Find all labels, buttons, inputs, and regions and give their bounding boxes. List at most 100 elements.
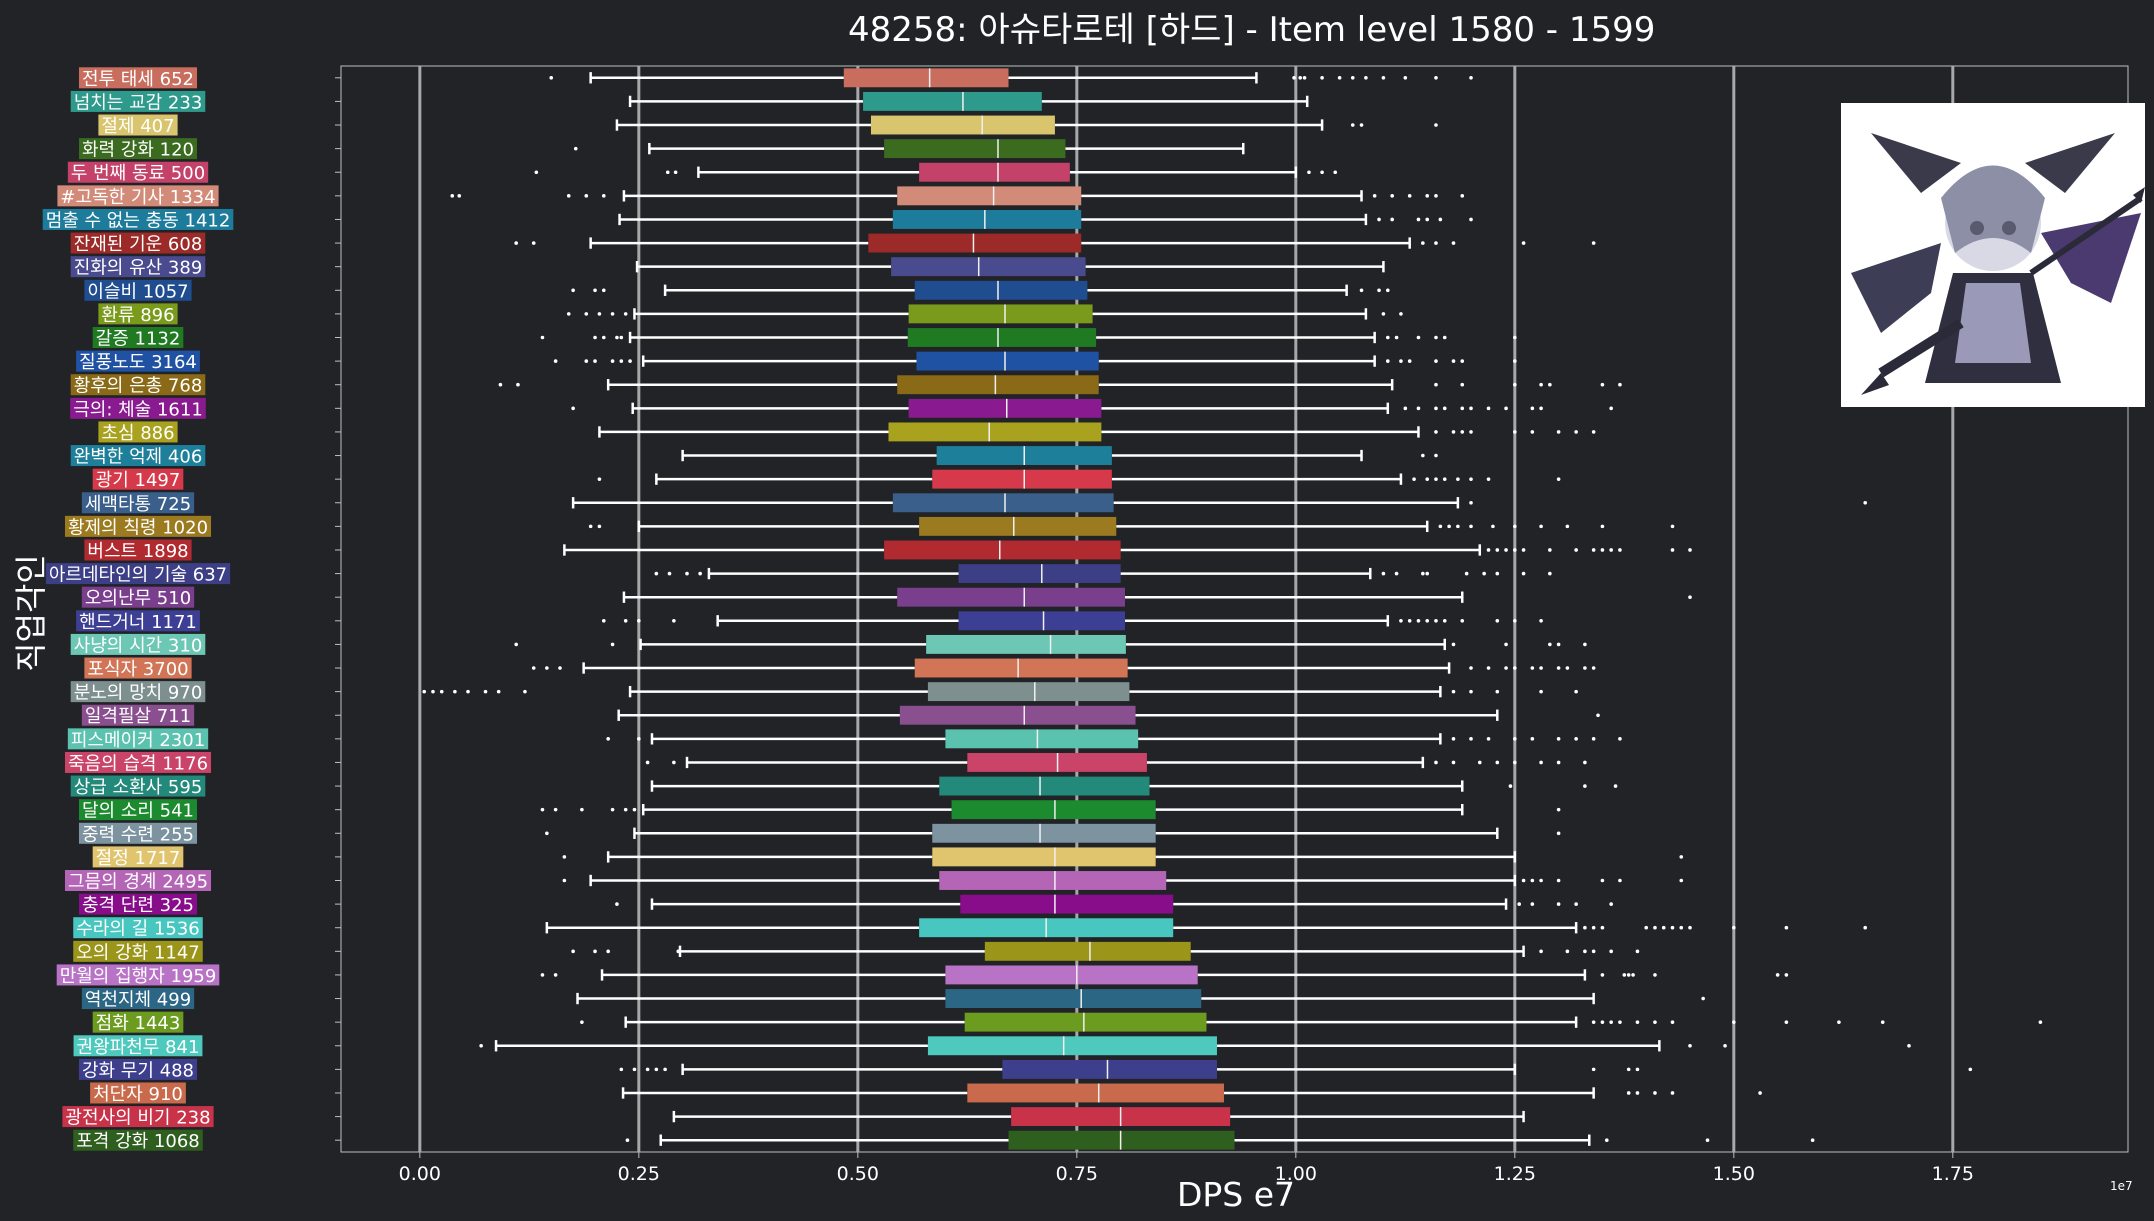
category-label-background (73, 1035, 203, 1057)
outlier-point (1530, 406, 1535, 411)
outlier-point (1434, 382, 1438, 387)
outlier-point (1622, 973, 1627, 977)
box (897, 375, 1099, 395)
category-label: 포식자 3700 (87, 659, 188, 680)
category-label-background (64, 870, 212, 891)
category-label-background (57, 185, 219, 207)
category-label-background (98, 421, 178, 443)
box (958, 564, 1121, 584)
outlier-point (610, 807, 615, 812)
outlier-point (1451, 760, 1456, 765)
outlier-point (619, 359, 624, 363)
category-label: 충격 단련 325 (82, 895, 194, 916)
outlier-point (637, 619, 641, 623)
category-label-background (78, 138, 198, 160)
outlier-point (1635, 1091, 1640, 1095)
x-tick-label: 0.50 (837, 1163, 879, 1185)
outlier-point (540, 973, 545, 977)
outlier-point (1504, 642, 1508, 647)
outlier-point (1618, 878, 1622, 883)
outlier-point (1298, 76, 1302, 80)
box (945, 729, 1139, 749)
box (908, 398, 1102, 418)
outlier-point (1385, 288, 1390, 293)
category-label-background (92, 468, 184, 490)
outlier-point (1548, 548, 1552, 552)
box-row (335, 1036, 1911, 1056)
outlier-point (1609, 1020, 1613, 1024)
outlier-point (1469, 477, 1473, 481)
x-tick-label: 0.25 (618, 1163, 660, 1185)
outlier-point (606, 737, 610, 741)
box (884, 139, 1066, 159)
outlier-point (1880, 1020, 1885, 1024)
outlier-point (597, 312, 602, 316)
y-axis-label: 직업각인 (11, 554, 50, 672)
outlier-point (457, 194, 462, 198)
box (908, 304, 1093, 324)
outlier-point (1421, 453, 1425, 458)
box (863, 91, 1042, 111)
box-row (335, 540, 1692, 560)
outlier-point (1434, 453, 1438, 458)
box (897, 587, 1126, 607)
outlier-point (623, 619, 628, 623)
outlier-point (1556, 831, 1561, 836)
outlier-point (1548, 571, 1552, 576)
outlier-point (1574, 689, 1578, 694)
box-row (335, 1083, 1762, 1103)
box-row (335, 658, 1596, 678)
box-row (335, 422, 1596, 442)
outlier-point (571, 949, 575, 954)
outlier-point (1425, 194, 1430, 198)
outlier-point (619, 335, 624, 340)
x-axis-exponent: 1e7 (2110, 1179, 2133, 1193)
outlier-point (1591, 1067, 1596, 1072)
outlier-point (1377, 288, 1381, 293)
box-row (335, 941, 1640, 961)
category-label: 피스메이커 2301 (71, 730, 205, 751)
outlier-point (1539, 524, 1543, 529)
box (951, 800, 1156, 820)
box-row (335, 139, 1245, 159)
category-label: 극의: 체술 1611 (73, 399, 203, 420)
outlier-point (1530, 737, 1535, 741)
outlier-point (1644, 925, 1649, 930)
category-label-background (76, 610, 200, 632)
outlier-point (1574, 430, 1578, 434)
outlier-point (1732, 1020, 1736, 1024)
box-row (335, 493, 1868, 513)
outlier-point (654, 571, 659, 576)
outlier-point (531, 241, 536, 245)
category-label-background (42, 208, 234, 230)
box-row (335, 1130, 1815, 1150)
outlier-point (1513, 737, 1517, 741)
outlier-point (1591, 430, 1596, 434)
outlier-point (1556, 902, 1561, 906)
outlier-point (1591, 737, 1596, 741)
box (892, 493, 1114, 513)
outlier-point (1596, 713, 1600, 718)
box-row (335, 776, 1618, 796)
box (843, 68, 1009, 88)
outlier-point (1539, 406, 1543, 411)
outlier-point (549, 76, 554, 80)
outlier-point (601, 288, 606, 293)
box (892, 210, 1082, 229)
box (945, 989, 1202, 1008)
box-row (335, 965, 1789, 985)
outlier-point (1425, 619, 1430, 623)
box (964, 1012, 1207, 1032)
outlier-point (1968, 1067, 1973, 1072)
outlier-point (1469, 217, 1473, 222)
x-tick-label: 1.25 (1494, 1163, 1536, 1185)
outlier-point (1486, 737, 1491, 741)
outlier-point (1591, 666, 1596, 670)
outlier-point (645, 760, 650, 765)
outlier-point (553, 359, 558, 363)
box-row (335, 918, 1868, 938)
outlier-point (685, 571, 689, 576)
outlier-point (1539, 760, 1543, 765)
category-label: 오의 강화 1147 (76, 942, 200, 963)
outlier-point (580, 807, 584, 812)
